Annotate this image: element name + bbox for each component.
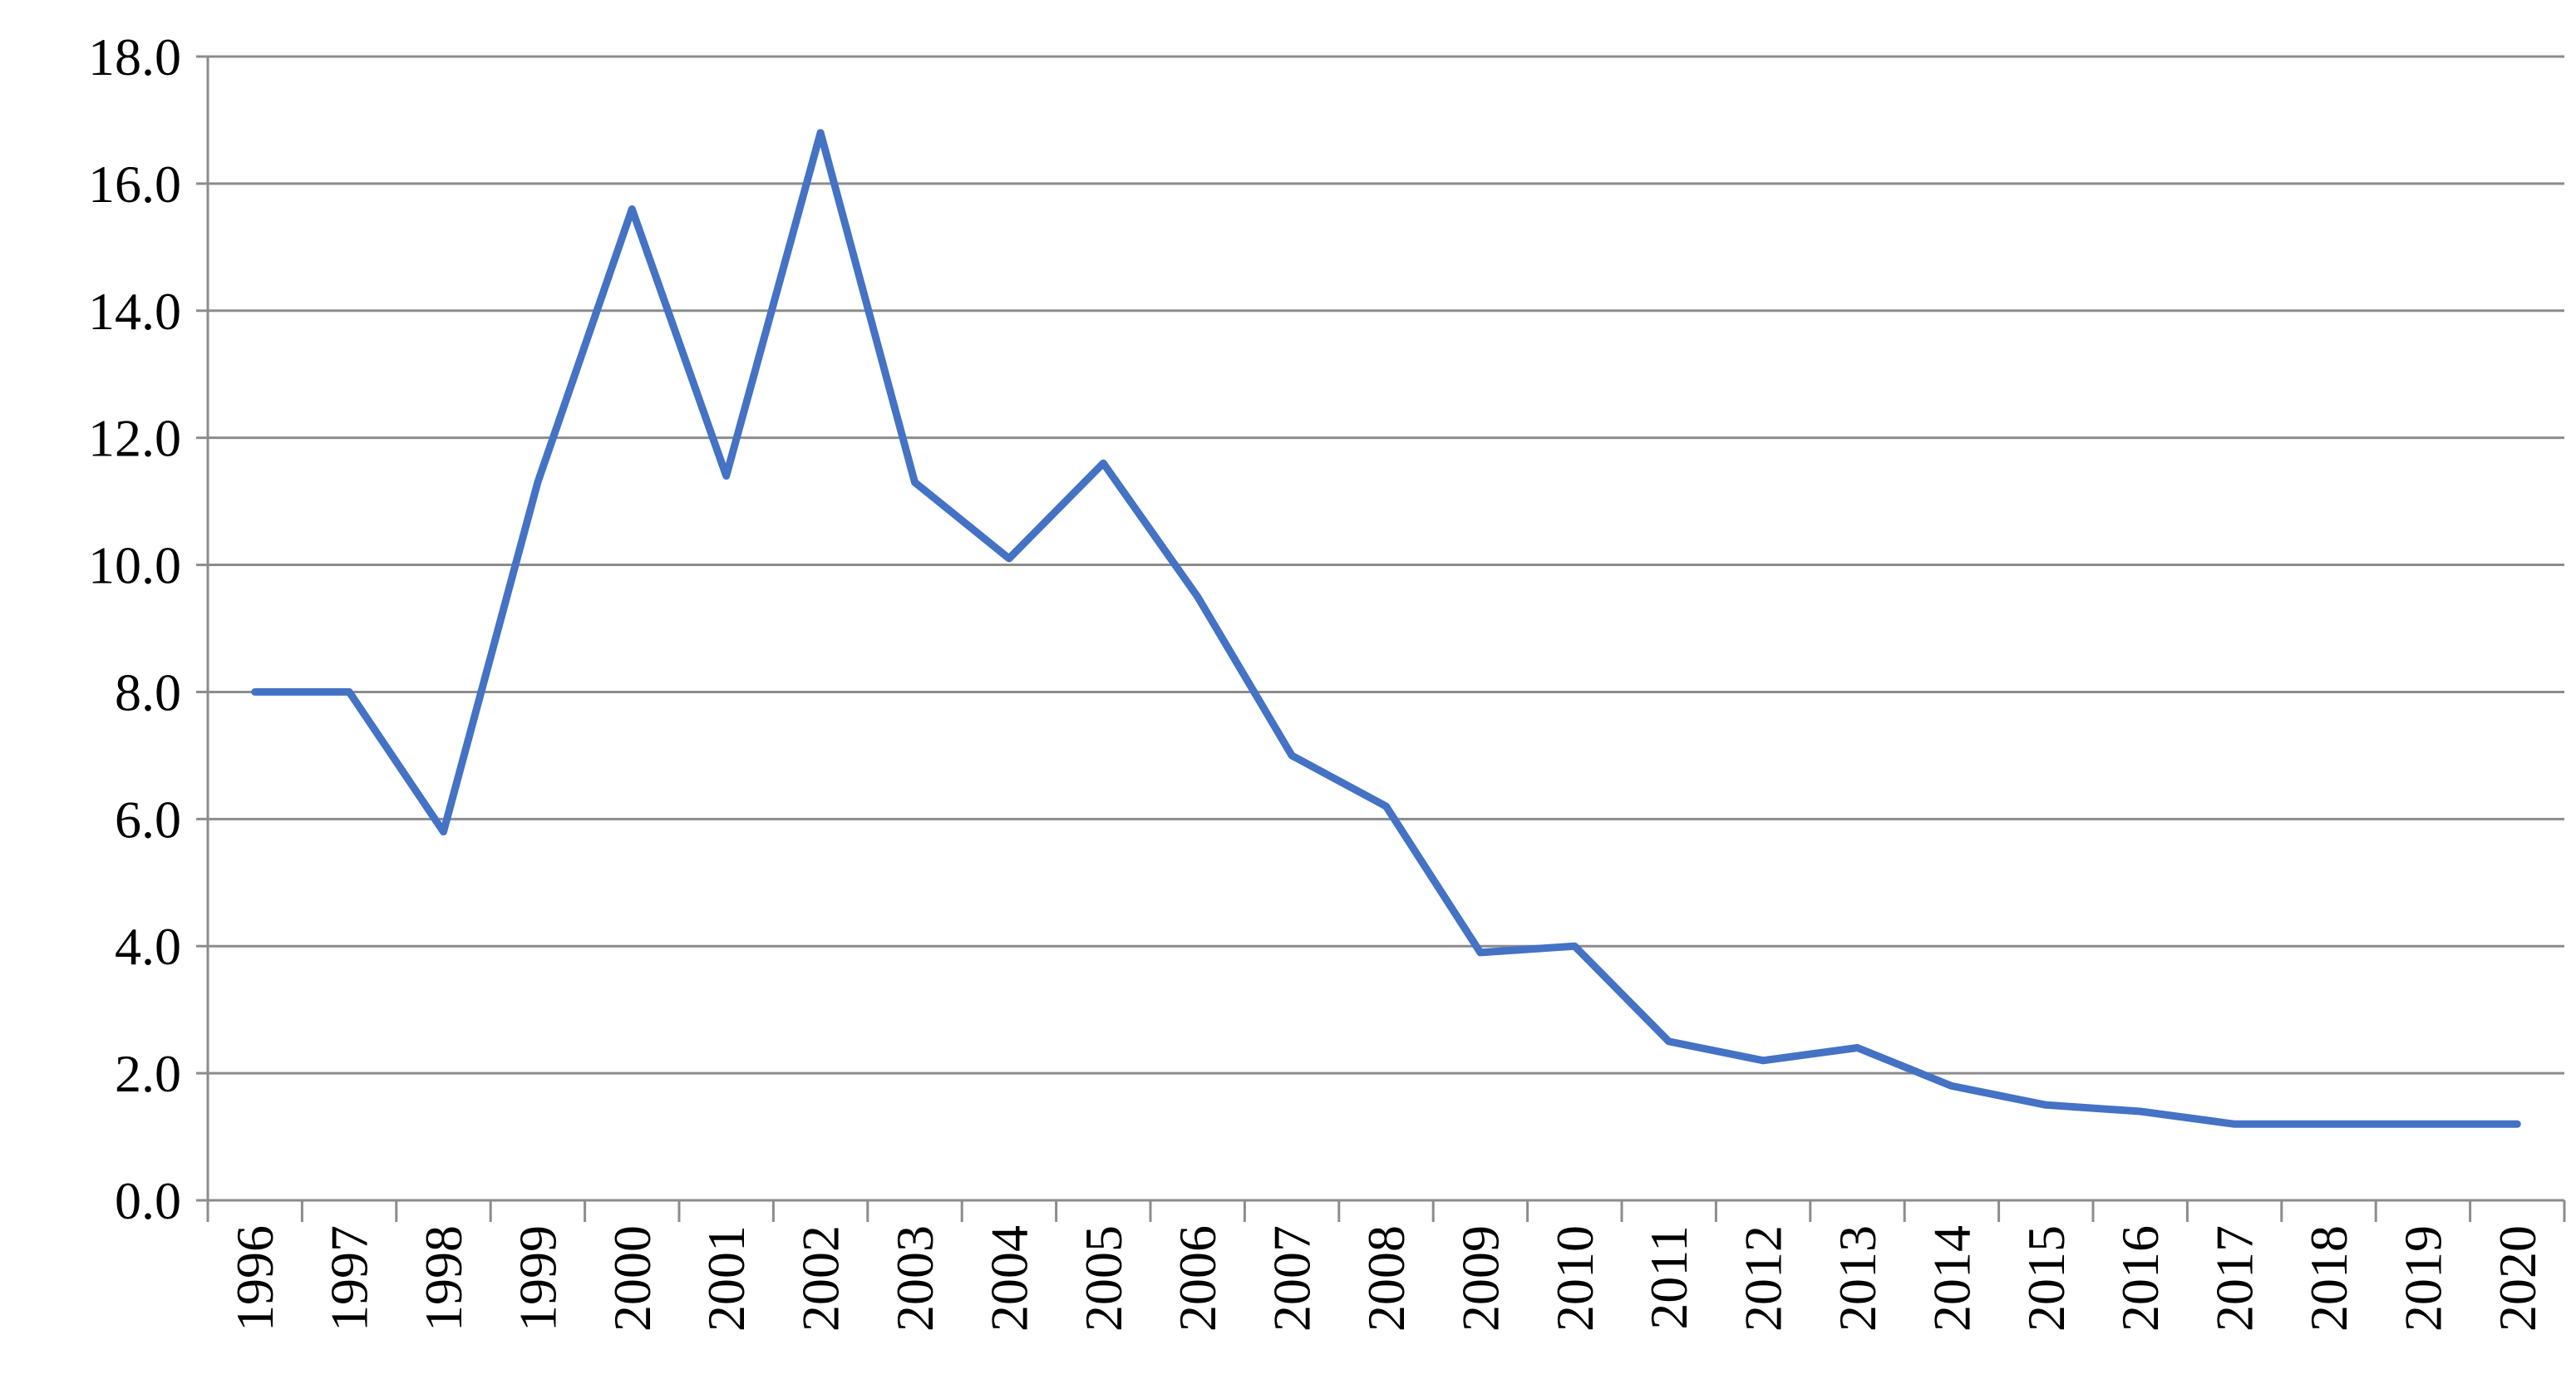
- x-tick-label: 2018: [2299, 1225, 2358, 1332]
- x-tick-label: 2016: [2111, 1225, 2170, 1332]
- y-tick-label: 10.0: [88, 536, 181, 595]
- y-tick-label: 16.0: [88, 155, 181, 214]
- x-axis-ticks: [206, 1200, 2566, 1222]
- x-tick-label: 2013: [1828, 1225, 1887, 1332]
- x-tick-label: 2004: [979, 1225, 1038, 1332]
- x-axis-tick-labels: 1996 1997 1998 1999 2000 2001 2002 2003 2004 2005…: [225, 1225, 2547, 1332]
- series-group: [251, 129, 2521, 1128]
- x-tick-label: 2001: [697, 1225, 756, 1332]
- y-axis-tick-labels: 0.0 2.0 4.0 6.0 8.0 10.0 12.0 14.0 16.0 18.0: [88, 27, 181, 1230]
- x-tick-label: 2015: [2017, 1225, 2076, 1332]
- x-tick-label: 2014: [1922, 1225, 1981, 1332]
- x-tick-label: 2011: [1639, 1225, 1698, 1330]
- x-tick-label: 2007: [1263, 1225, 1322, 1332]
- x-tick-label: 2003: [885, 1225, 944, 1332]
- axes: [196, 55, 2564, 1202]
- x-tick-label: 2020: [2488, 1225, 2547, 1332]
- y-tick-label: 8.0: [115, 663, 181, 722]
- x-tick-label: 2012: [1734, 1225, 1793, 1332]
- x-tick-label: 2000: [603, 1225, 662, 1332]
- y-tick-label: 2.0: [115, 1044, 181, 1103]
- y-tick-label: 18.0: [88, 27, 181, 86]
- y-tick-label: 12.0: [88, 409, 181, 468]
- x-tick-label: 2005: [1074, 1225, 1133, 1332]
- x-tick-label: 2002: [791, 1225, 850, 1332]
- gridlines: [208, 55, 2564, 1075]
- x-tick-label: 2010: [1545, 1225, 1604, 1332]
- x-tick-label: 1997: [320, 1225, 379, 1332]
- x-tick-label: 1999: [508, 1225, 567, 1332]
- y-tick-label: 4.0: [115, 917, 181, 976]
- x-tick-label: 2017: [2205, 1225, 2264, 1332]
- y-tick-label: 6.0: [115, 790, 181, 849]
- x-tick-label: 2019: [2393, 1225, 2452, 1332]
- x-tick-label: 1998: [414, 1225, 473, 1332]
- series-line: [251, 129, 2521, 1128]
- y-tick-label: 14.0: [88, 282, 181, 341]
- x-tick-label: 2006: [1168, 1225, 1227, 1332]
- y-tick-label: 0.0: [115, 1171, 181, 1230]
- x-tick-label: 2008: [1357, 1225, 1416, 1332]
- x-tick-label: 1996: [225, 1225, 284, 1332]
- x-tick-label: 2009: [1451, 1225, 1510, 1332]
